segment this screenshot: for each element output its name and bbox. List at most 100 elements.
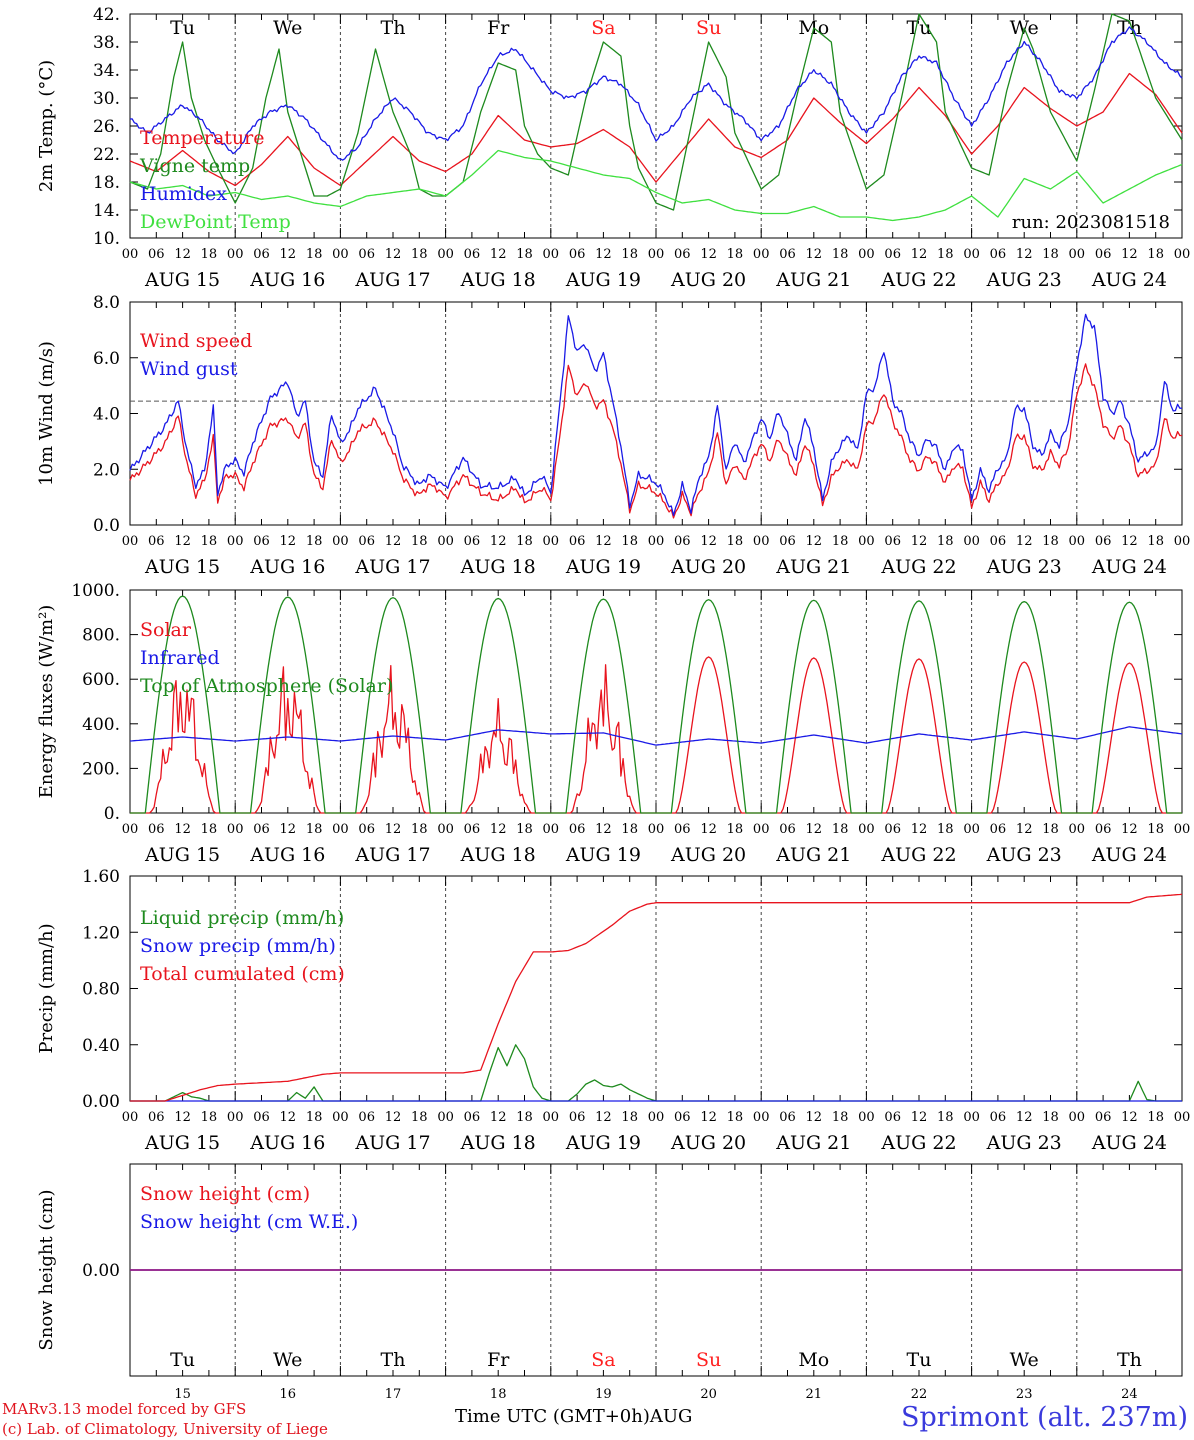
temp-hour-label: 12 [1121, 247, 1138, 262]
energy-date-label: AUG 24 [1091, 844, 1167, 866]
precip-hour-label: 12 [911, 1110, 928, 1125]
temp-hour-label: 18 [832, 247, 849, 262]
temp-hour-label: 00 [543, 247, 560, 262]
weekday-label: We [1010, 1349, 1039, 1371]
temp-hour-label: 18 [411, 247, 428, 262]
energy-hour-label: 12 [385, 822, 402, 837]
energy-date-label: AUG 19 [565, 844, 641, 866]
precip-hour-label: 18 [1147, 1110, 1164, 1125]
temp-date-label: AUG 16 [249, 269, 325, 291]
wind-hour-label: 12 [806, 534, 823, 549]
precip-hour-label: 06 [990, 1110, 1007, 1125]
day-number-label: 19 [595, 1387, 612, 1402]
snow-y-tick-label: 0.00 [82, 1261, 120, 1281]
energy-hour-label: 06 [779, 822, 796, 837]
temp-hour-label: 12 [595, 247, 612, 262]
temp-hour-label: 06 [148, 247, 165, 262]
precip-y-tick-label: 1.60 [82, 867, 120, 887]
energy-y-tick-label: 0. [104, 804, 120, 824]
snow-y-axis-label: Snow height (cm) [36, 1189, 57, 1350]
energy-date-label: AUG 15 [144, 844, 220, 866]
temp-date-label: AUG 17 [354, 269, 430, 291]
precip-hour-label: 00 [122, 1110, 139, 1125]
temp-hour-label: 06 [1095, 247, 1112, 262]
energy-hour-label: 18 [1042, 822, 1059, 837]
energy-hour-label: 00 [753, 822, 770, 837]
wind-series-wind-speed [129, 363, 1182, 519]
wind-date-label: AUG 15 [144, 556, 220, 578]
wind-hour-label: 12 [490, 534, 507, 549]
station-label: Sprimont (alt. 237m) [901, 1402, 1188, 1433]
energy-hour-label: 06 [990, 822, 1007, 837]
energy-legend-solar: Solar [140, 619, 192, 641]
temp-legend-temperature: Temperature [140, 127, 264, 149]
energy-y-tick-label: 600. [82, 670, 120, 690]
energy-date-label: AUG 20 [670, 844, 746, 866]
wind-hour-label: 18 [516, 534, 533, 549]
energy-hour-label: 18 [201, 822, 218, 837]
weekday-label: Sa [591, 1349, 615, 1371]
precip-date-label: AUG 17 [354, 1132, 430, 1154]
day-number-label: 17 [385, 1387, 402, 1402]
wind-y-tick-label: 2.0 [93, 460, 120, 480]
energy-hour-label: 12 [490, 822, 507, 837]
energy-hour-label: 00 [963, 822, 980, 837]
temp-hour-label: 00 [753, 247, 770, 262]
energy-legend-infrared: Infrared [140, 647, 220, 669]
energy-date-label: AUG 22 [880, 844, 956, 866]
month-label: AUG [649, 1406, 693, 1427]
wind-hour-label: 06 [1095, 534, 1112, 549]
temp-hour-label: 18 [1147, 247, 1164, 262]
precip-date-label: AUG 20 [670, 1132, 746, 1154]
weekday-label: Sa [591, 17, 615, 39]
precip-hour-label: 18 [1042, 1110, 1059, 1125]
wind-hour-label: 00 [963, 534, 980, 549]
temp-series-vigne-temp [129, 13, 1183, 211]
wind-hour-label: 06 [674, 534, 691, 549]
energy-hour-label: 06 [148, 822, 165, 837]
precip-date-label: AUG 22 [880, 1132, 956, 1154]
wind-date-label: AUG 23 [986, 556, 1062, 578]
precip-y-axis-label: Precip (mm/h) [36, 923, 57, 1053]
energy-y-axis-label: Energy fluxes (W/m²) [36, 605, 57, 799]
temp-y-tick-label: 22. [93, 145, 120, 165]
wind-hour-label: 06 [358, 534, 375, 549]
precip-hour-label: 18 [937, 1110, 954, 1125]
day-number-label: 22 [911, 1387, 928, 1402]
energy-hour-label: 00 [543, 822, 560, 837]
temp-hour-label: 00 [1069, 247, 1086, 262]
weekday-label: We [273, 17, 302, 39]
wind-y-tick-label: 4.0 [93, 405, 120, 425]
weekday-label: Tu [907, 17, 932, 39]
temp-hour-label: 12 [490, 247, 507, 262]
energy-hour-label: 06 [569, 822, 586, 837]
precip-y-tick-label: 1.20 [82, 923, 120, 943]
precip-hour-label: 18 [727, 1110, 744, 1125]
temp-hour-label: 12 [174, 247, 191, 262]
temp-y-axis-label: 2m Temp. (°C) [36, 60, 57, 192]
temp-y-tick-label: 34. [93, 61, 120, 81]
wind-series-wind-gust [129, 313, 1182, 517]
precip-hour-label: 00 [648, 1110, 665, 1125]
temp-hour-label: 12 [911, 247, 928, 262]
wind-hour-label: 18 [1042, 534, 1059, 549]
temp-date-label: AUG 22 [880, 269, 956, 291]
temp-date-label: AUG 20 [670, 269, 746, 291]
precip-hour-label: 18 [411, 1110, 428, 1125]
energy-hour-label: 12 [911, 822, 928, 837]
precip-hour-label: 12 [1121, 1110, 1138, 1125]
energy-hour-label: 00 [1174, 822, 1191, 837]
energy-hour-label: 12 [280, 822, 297, 837]
energy-hour-label: 12 [806, 822, 823, 837]
wind-hour-label: 00 [332, 534, 349, 549]
wind-hour-label: 18 [832, 534, 849, 549]
snow-legend-snow-height-cm-w-e-: Snow height (cm W.E.) [140, 1211, 358, 1233]
wind-hour-label: 06 [569, 534, 586, 549]
wind-y-tick-label: 0.0 [93, 516, 120, 536]
temp-hour-label: 06 [674, 247, 691, 262]
wind-hour-label: 00 [1174, 534, 1191, 549]
temp-hour-label: 12 [700, 247, 717, 262]
day-number-label: 21 [806, 1387, 823, 1402]
energy-hour-label: 18 [1147, 822, 1164, 837]
temp-panel-frame [129, 13, 1183, 239]
